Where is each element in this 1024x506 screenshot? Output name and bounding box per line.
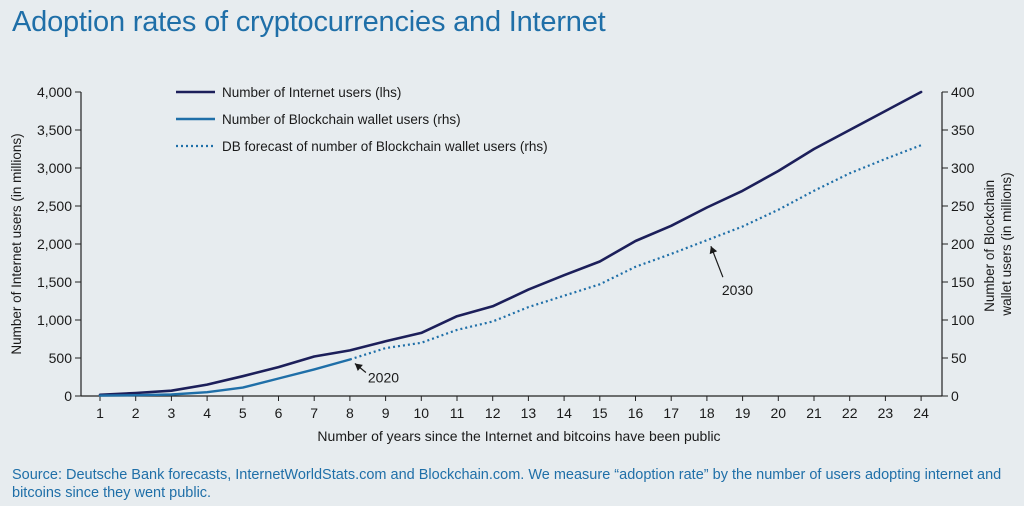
x-tick-label: 4 [203, 405, 211, 421]
x-axis-label: Number of years since the Internet and b… [317, 428, 720, 444]
x-tick-label: 9 [382, 405, 390, 421]
x-tick-label: 3 [168, 405, 176, 421]
x-tick-label: 7 [310, 405, 318, 421]
x-tick-label: 6 [275, 405, 283, 421]
line-chart: 0 500 1,000 1,500 2,000 2,500 3,000 3,500 4,000 0… [9, 84, 1014, 444]
x-tick-label: 20 [771, 405, 787, 421]
y-left-tick-label: 1,000 [37, 312, 72, 328]
x-tick-label: 12 [485, 405, 501, 421]
legend-label-2: Number of Blockchain wallet users (rhs) [222, 112, 461, 127]
y-left-tick-label: 0 [64, 388, 72, 404]
y-axis-left-label: Number of Internet users (in millions) [9, 133, 24, 354]
y-left-tick-label: 4,000 [37, 84, 72, 100]
x-tick-label: 23 [878, 405, 894, 421]
y-left-tick-label: 1,500 [37, 274, 72, 290]
annotation-arrow-head [354, 363, 363, 372]
y-right-tick-label: 300 [951, 160, 975, 176]
y-left-tick-label: 2,000 [37, 236, 72, 252]
x-tick-label: 16 [628, 405, 644, 421]
annotation-label: 2020 [368, 370, 399, 386]
annotations: 2020 2030 [354, 245, 753, 386]
y-right-tick-label: 250 [951, 198, 975, 214]
x-tick-label: 22 [842, 405, 858, 421]
y-axis-right-label-line2: wallet users (in millions) [999, 172, 1014, 316]
series-line-1 [98, 90, 923, 397]
x-tick-label: 15 [592, 405, 608, 421]
source-note: Source: Deutsche Bank forecasts, Interne… [12, 467, 1002, 501]
x-tick-label: 18 [699, 405, 715, 421]
axes [75, 91, 948, 401]
y-right-tick-label: 350 [951, 122, 975, 138]
y-right-tick-label: 50 [951, 350, 967, 366]
x-tick-label: 13 [521, 405, 537, 421]
x-tick-label: 14 [556, 405, 572, 421]
annotation-label: 2030 [722, 282, 753, 298]
legend-label-1: Number of Internet users (lhs) [222, 85, 401, 100]
y-left-tick-label: 500 [49, 350, 73, 366]
x-tick-label: 1 [96, 405, 104, 421]
legend-label-3: DB forecast of number of Blockchain wall… [222, 139, 548, 154]
y-right-tick-label: 200 [951, 236, 975, 252]
chart-title: Adoption rates of cryptocurrencies and I… [12, 6, 606, 38]
y-right-tick-label: 400 [951, 84, 975, 100]
y-right-tick-label: 100 [951, 312, 975, 328]
legend: Number of Internet users (lhs) Number of … [176, 85, 548, 154]
x-tick-label: 5 [239, 405, 247, 421]
x-tick-label: 19 [735, 405, 751, 421]
series-line-2 [98, 358, 352, 397]
y-left-tick-label: 3,500 [37, 122, 72, 138]
y-right-tick-label: 150 [951, 274, 975, 290]
x-tick-label: 24 [913, 405, 929, 421]
x-tick-label: 2 [132, 405, 140, 421]
y-right-tick-label: 0 [951, 388, 959, 404]
y-left-tick-label: 3,000 [37, 160, 72, 176]
y-axis-right-label-line1: Number of Blockchain [982, 180, 997, 312]
series-lines [98, 90, 923, 397]
x-tick-label: 8 [346, 405, 354, 421]
series-line-3 [349, 144, 922, 361]
y-left-tick-label: 2,500 [37, 198, 72, 214]
annotation-arrow-head [709, 246, 718, 255]
x-tick-label: 17 [663, 405, 679, 421]
y-axis-right-label: Number of Blockchain wallet users (in mi… [982, 172, 1014, 316]
x-tick-label: 10 [414, 405, 430, 421]
x-tick-label: 21 [806, 405, 822, 421]
x-tick-label: 11 [450, 405, 465, 421]
tick-labels: 0 500 1,000 1,500 2,000 2,500 3,000 3,500 4,000 0… [37, 84, 975, 421]
